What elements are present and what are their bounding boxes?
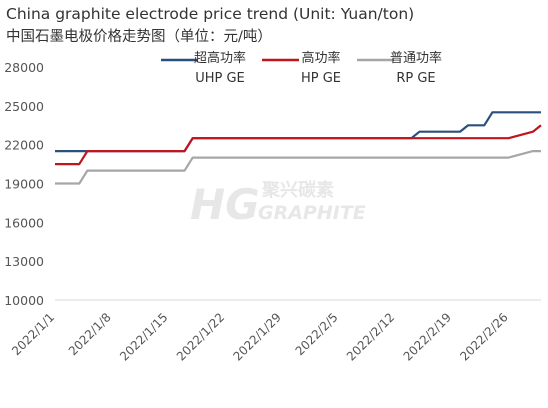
x-tick-label: 2022/2/12 — [344, 310, 397, 363]
legend: 超高功率 UHP GE 高功率 HP GE 普通功率 RP GE — [161, 50, 442, 86]
legend-label: 高功率 — [301, 50, 340, 66]
legend-label: RP GE — [396, 71, 435, 86]
y-tick-label: 22000 — [4, 138, 44, 153]
legend-item-1: 超高功率 UHP GE — [161, 50, 246, 86]
legend-label: UHP GE — [195, 71, 245, 86]
legend-label: 超高功率 — [194, 50, 246, 66]
y-tick-label: 13000 — [4, 254, 44, 269]
y-tick-label: 10000 — [4, 293, 44, 308]
series-group — [55, 111, 542, 185]
watermark: HG 聚兴碳素 GRAPHITE — [190, 179, 366, 229]
watermark-brand-cn: 聚兴碳素 — [261, 179, 334, 201]
y-tick-label: 25000 — [4, 99, 44, 114]
legend-item-2: 高功率 HP GE — [262, 50, 341, 86]
y-tick-label: 19000 — [4, 177, 44, 192]
x-tick-label: 2022/1/29 — [231, 310, 284, 363]
series-line-3 — [55, 150, 541, 185]
x-tick-label: 2022/2/5 — [293, 310, 341, 358]
series-line-1 — [55, 111, 541, 153]
y-tick-label: 28000 — [4, 60, 44, 75]
legend-label: HP GE — [301, 71, 341, 86]
x-tick-label: 2022/1/1 — [9, 310, 57, 358]
series-line-2 — [55, 124, 542, 166]
legend-label: 普通功率 — [390, 50, 442, 66]
x-tick-label: 2022/1/15 — [117, 310, 170, 363]
y-axis: 10000 13000 16000 19000 22000 25000 28000 — [4, 60, 44, 308]
legend-item-3: 普通功率 RP GE — [357, 50, 442, 86]
watermark-brand-en: GRAPHITE — [258, 202, 366, 224]
watermark-logo-mark: HG — [190, 180, 260, 229]
x-tick-label: 2022/1/22 — [174, 310, 227, 363]
chart-subtitle: 中国石墨电极价格走势图（单位：元/吨） — [6, 28, 272, 45]
x-tick-label: 2022/1/8 — [66, 310, 114, 358]
y-tick-label: 16000 — [4, 215, 44, 230]
x-tick-label: 2022/2/19 — [401, 310, 454, 363]
x-axis: 2022/1/1 2022/1/8 2022/1/15 2022/1/22 2022/1… — [9, 299, 541, 364]
chart-title: China graphite electrode price trend (Un… — [6, 5, 414, 23]
x-tick-label: 2022/2/26 — [457, 310, 510, 363]
